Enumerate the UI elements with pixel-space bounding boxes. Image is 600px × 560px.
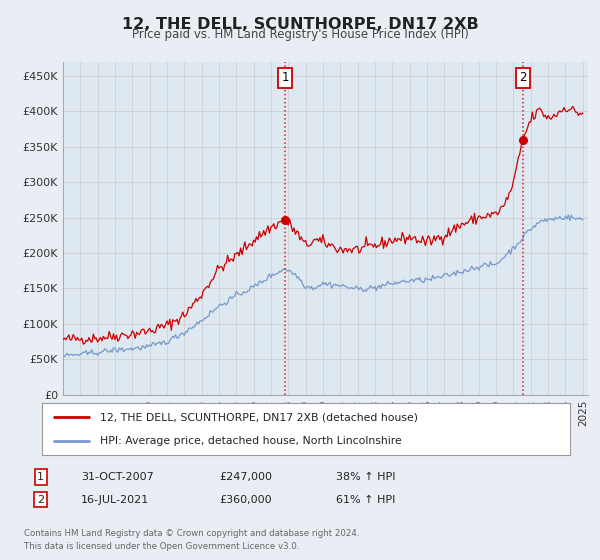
Text: 61% ↑ HPI: 61% ↑ HPI	[336, 494, 395, 505]
Text: 1: 1	[281, 72, 289, 85]
Text: 1: 1	[37, 472, 44, 482]
Text: Price paid vs. HM Land Registry's House Price Index (HPI): Price paid vs. HM Land Registry's House …	[131, 28, 469, 41]
Text: 38% ↑ HPI: 38% ↑ HPI	[336, 472, 395, 482]
Text: £360,000: £360,000	[219, 494, 272, 505]
Text: 2: 2	[37, 494, 44, 505]
Text: HPI: Average price, detached house, North Lincolnshire: HPI: Average price, detached house, Nort…	[100, 436, 402, 446]
Text: £247,000: £247,000	[219, 472, 272, 482]
Text: 16-JUL-2021: 16-JUL-2021	[81, 494, 149, 505]
Text: 12, THE DELL, SCUNTHORPE, DN17 2XB (detached house): 12, THE DELL, SCUNTHORPE, DN17 2XB (deta…	[100, 412, 418, 422]
Text: 2: 2	[519, 72, 527, 85]
Text: This data is licensed under the Open Government Licence v3.0.: This data is licensed under the Open Gov…	[24, 542, 299, 550]
Text: Contains HM Land Registry data © Crown copyright and database right 2024.: Contains HM Land Registry data © Crown c…	[24, 529, 359, 538]
Text: 12, THE DELL, SCUNTHORPE, DN17 2XB: 12, THE DELL, SCUNTHORPE, DN17 2XB	[122, 17, 478, 32]
Text: 31-OCT-2007: 31-OCT-2007	[81, 472, 154, 482]
